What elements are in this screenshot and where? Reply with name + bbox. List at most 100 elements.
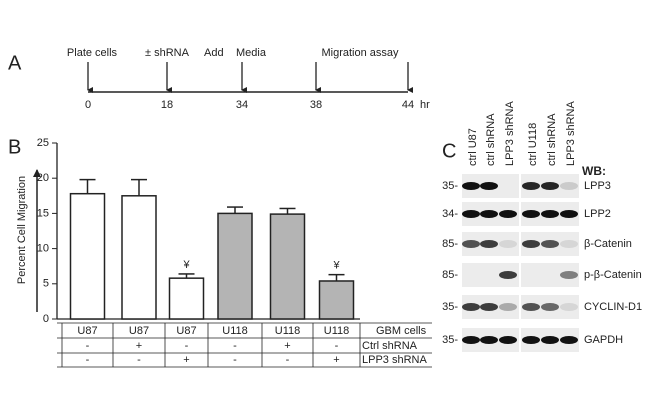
blot-band [480,303,498,311]
blot-band [560,336,578,344]
blot-band [499,240,517,248]
blot-band [522,210,540,218]
table-cell: - [86,340,90,352]
blot-band [560,271,578,279]
y-tick-label: 25 [37,137,49,149]
time-label: 34 [236,99,248,111]
lane-label: LPP3 shRNA [504,101,516,166]
bar [269,213,306,320]
bar [318,280,355,320]
panel-label: B [8,136,21,158]
blot-band [560,210,578,218]
y-tick-label: 15 [37,207,49,219]
wb-header: WB: [582,164,606,178]
table-cell: U87 [77,325,97,337]
y-tick-label: 20 [37,172,49,184]
blot-band [522,182,540,190]
bar [217,212,253,320]
marker-label: 35- [442,301,458,313]
marker-label: 35- [442,180,458,192]
blot-band [522,240,540,248]
blot-band [541,240,559,248]
blot-band [541,210,559,218]
blot-band [541,182,559,190]
bar [121,195,157,320]
bar [168,277,205,320]
table-cell: U118 [275,325,300,337]
blot-band [522,303,540,311]
table-cell: - [185,340,189,352]
blot-band [462,240,480,248]
time-label: 18 [161,99,173,111]
blot-band [541,303,559,311]
table-cell: + [136,340,142,352]
blot-band [462,210,480,218]
table-cell: - [233,340,237,352]
lane-label: ctrl U118 [527,123,539,166]
bar [69,192,106,320]
marker-label: 34- [442,208,458,220]
panel-label: A [8,52,22,74]
table-cell: U87 [176,325,196,337]
lane-label: ctrl shRNA [546,113,558,166]
blot-band [462,303,480,311]
lane-label: ctrl shRNA [485,113,497,166]
annotation: ¥ [332,260,340,272]
marker-label: 35- [442,334,458,346]
annotation: ¥ [182,259,190,271]
protein-label: p-β-Catenin [584,269,642,281]
blot-band [480,240,498,248]
protein-label: CYCLIN-D1 [584,301,642,313]
blot-band [560,240,578,248]
blot-band [499,271,517,279]
table-cell: - [286,354,290,366]
time-label: 38 [310,99,322,111]
event-label: Migration assay [321,47,399,59]
blot-band [499,336,517,344]
event-label: ± shRNA [145,47,190,59]
protein-label: LPP3 [584,180,611,192]
blot-band [462,336,480,344]
blot-band [462,182,480,190]
blot-band [499,210,517,218]
table-cell: U118 [324,325,349,337]
table-cell: + [284,340,290,352]
protein-label: LPP2 [584,208,611,220]
blot-band [560,303,578,311]
protein-label: β-Catenin [584,238,632,250]
table-row-label: LPP3 shRNA [362,354,427,366]
event-label: Media [236,47,267,59]
marker-label: 85- [442,269,458,281]
table-row-label: Ctrl shRNA [362,340,418,352]
blot-band [499,303,517,311]
table-cell: U118 [222,325,247,337]
blot-band [480,336,498,344]
table-cell: - [86,354,90,366]
time-unit: hr [420,99,430,111]
table-cell: + [333,354,339,366]
marker-label: 85- [442,238,458,250]
blot-band [480,210,498,218]
table-cell: - [233,354,237,366]
table-row-label: GBM cells [376,325,427,337]
y-axis-label: Percent Cell Migration [16,176,28,284]
protein-label: GAPDH [584,334,623,346]
table-cell: - [137,354,141,366]
table-cell: - [335,340,339,352]
panel-label: C [442,140,456,162]
time-label: 44 [402,99,414,111]
table-cell: + [183,354,189,366]
blot-band [522,336,540,344]
y-tick-label: 0 [43,313,49,325]
event-label: Add [204,47,224,59]
event-label: Plate cells [67,47,118,59]
y-tick-label: 10 [37,243,49,255]
blot-band [480,182,498,190]
y-tick-label: 5 [43,278,49,290]
lane-label: LPP3 shRNA [565,101,577,166]
lane-label: ctrl U87 [467,128,479,166]
table-cell: U87 [129,325,149,337]
time-label: 0 [85,99,91,111]
blot-band [541,336,559,344]
